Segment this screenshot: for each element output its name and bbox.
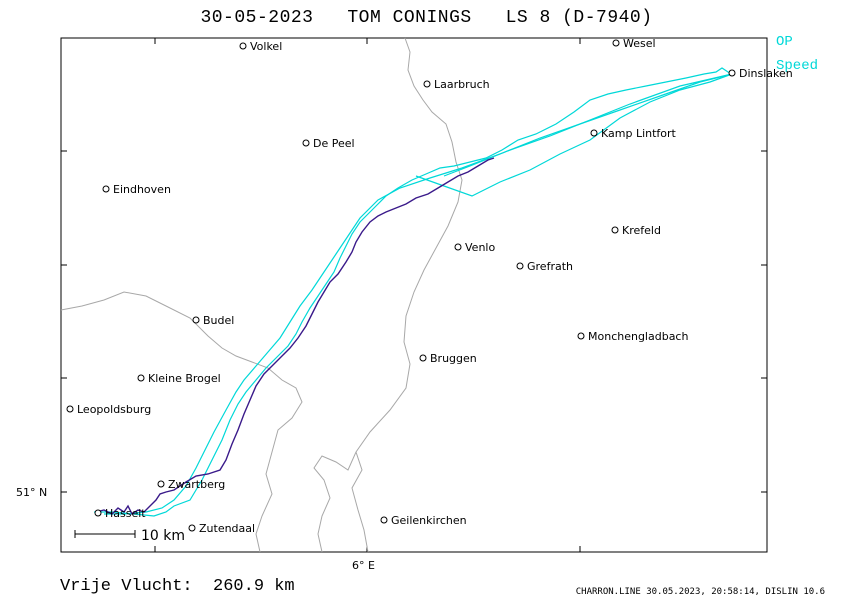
place-label: Grefrath <box>527 260 573 273</box>
place-laarbruch: Laarbruch <box>423 78 490 91</box>
place-grefrath: Grefrath <box>516 260 573 273</box>
track-op <box>94 67 733 517</box>
place-label: Kamp Lintfort <box>601 127 677 140</box>
place-marker-icon <box>728 69 736 77</box>
credit-label: CHARRON.LINE 30.05.2023, 20:58:14, DISLI… <box>575 587 825 597</box>
place-marker-icon <box>577 332 585 340</box>
place-label: Volkel <box>250 40 282 53</box>
distance-label: Vrije Vlucht: 260.9 km <box>60 577 295 596</box>
place-label: Bruggen <box>430 352 477 365</box>
track-speed <box>95 157 495 516</box>
place-label: Leopoldsburg <box>77 403 151 416</box>
places-layer: Volkel Wesel Dinslaken Laarbruch Kamp Lintfo… <box>66 37 793 535</box>
place-eindhoven: Eindhoven <box>102 183 171 196</box>
place-zutendaal: Zutendaal <box>188 522 255 535</box>
place-label: Kleine Brogel <box>148 372 221 385</box>
legend-op: OP <box>776 34 793 50</box>
scale-bar <box>74 530 136 538</box>
legend-speed: Speed <box>776 58 819 74</box>
place-label: Venlo <box>465 241 495 254</box>
place-label: Zutendaal <box>199 522 255 535</box>
place-zwartberg: Zwartberg <box>157 478 225 491</box>
place-marker-icon <box>611 226 619 234</box>
place-marker-icon <box>157 480 165 488</box>
place-marker-icon <box>423 80 431 88</box>
map-frame <box>60 37 768 553</box>
place-budel: Budel <box>192 314 234 327</box>
place-dinslaken: Dinslaken <box>728 67 793 80</box>
place-marker-icon <box>239 42 247 50</box>
place-label: Eindhoven <box>113 183 171 196</box>
place-marker-icon <box>102 185 110 193</box>
place-label: Krefeld <box>622 224 661 237</box>
place-label: Zwartberg <box>168 478 225 491</box>
place-marker-icon <box>188 524 196 532</box>
place-kleine-brogel: Kleine Brogel <box>137 372 221 385</box>
place-marker-icon <box>66 405 74 413</box>
place-leopoldsburg: Leopoldsburg <box>66 403 151 416</box>
place-marker-icon <box>94 509 102 517</box>
axis-ticks <box>61 38 767 552</box>
place-krefeld: Krefeld <box>611 224 661 237</box>
place-label: Geilenkirchen <box>391 514 467 527</box>
place-geilenkirchen: Geilenkirchen <box>380 514 467 527</box>
place-bruggen: Bruggen <box>419 352 477 365</box>
map-title: 30-05-2023 TOM CONINGS LS 8 (D-7940) <box>200 8 653 28</box>
country-borders <box>60 37 463 553</box>
place-label: Laarbruch <box>434 78 490 91</box>
place-hasselt: Hasselt <box>94 507 146 520</box>
place-de-peel: De Peel <box>302 137 355 150</box>
place-label: De Peel <box>313 137 355 150</box>
place-wesel: Wesel <box>612 37 656 50</box>
place-label: Dinslaken <box>739 67 793 80</box>
scale-label: 10 km <box>141 528 185 544</box>
place-kamp-lintfort: Kamp Lintfort <box>590 127 677 140</box>
place-marker-icon <box>380 516 388 524</box>
place-marker-icon <box>516 262 524 270</box>
place-marker-icon <box>454 243 462 251</box>
place-marker-icon <box>137 374 145 382</box>
place-marker-icon <box>612 39 620 47</box>
place-marker-icon <box>192 316 200 324</box>
place-label: Wesel <box>623 37 656 50</box>
place-marker-icon <box>590 129 598 137</box>
place-label: Hasselt <box>105 507 146 520</box>
place-marker-icon <box>302 139 310 147</box>
lon-label: 6° E <box>352 559 375 572</box>
place-marker-icon <box>419 354 427 362</box>
place-venlo: Venlo <box>454 241 495 254</box>
place-monchengladbach: Monchengladbach <box>577 330 688 343</box>
place-label: Monchengladbach <box>588 330 688 343</box>
place-volkel: Volkel <box>239 40 282 53</box>
lat-label: 51° N <box>16 486 47 499</box>
place-label: Budel <box>203 314 234 327</box>
